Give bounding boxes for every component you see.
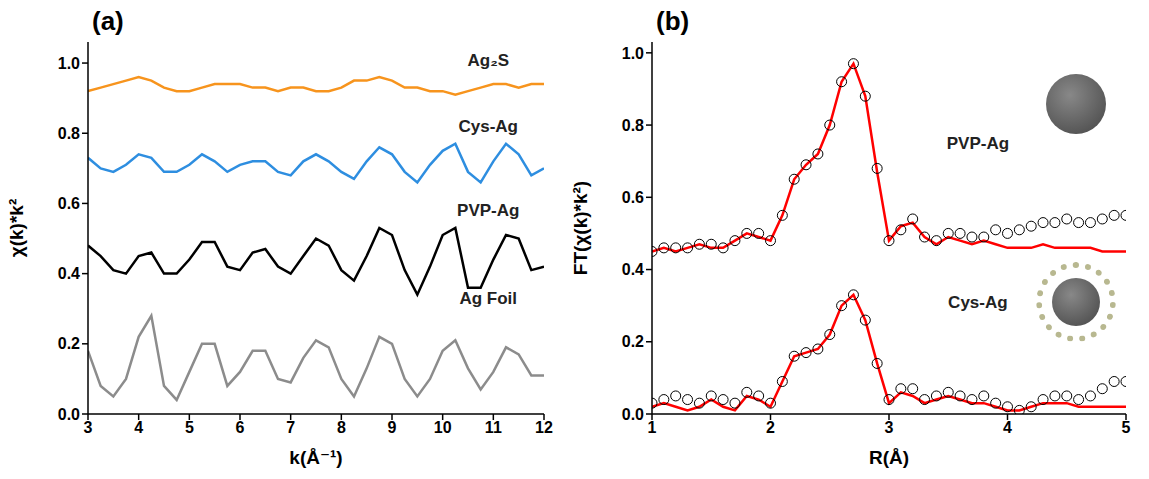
svg-text:4: 4	[1003, 419, 1012, 436]
svg-text:Ag₂S: Ag₂S	[467, 51, 509, 70]
svg-text:3: 3	[885, 419, 894, 436]
svg-text:10: 10	[434, 419, 452, 436]
svg-text:1: 1	[648, 419, 657, 436]
svg-text:0.0: 0.0	[622, 406, 644, 423]
svg-text:6: 6	[236, 419, 245, 436]
svg-text:0.4: 0.4	[58, 265, 80, 282]
svg-text:k(Å⁻¹): k(Å⁻¹)	[289, 447, 342, 468]
svg-text:3: 3	[84, 419, 93, 436]
svg-text:5: 5	[185, 419, 194, 436]
svg-text:PVP-Ag: PVP-Ag	[947, 134, 1009, 153]
svg-text:9: 9	[388, 419, 397, 436]
svg-text:Ag Foil: Ag Foil	[459, 289, 517, 308]
svg-text:2: 2	[766, 419, 775, 436]
svg-text:7: 7	[286, 419, 295, 436]
svg-text:χ(k)*k²: χ(k)*k²	[6, 199, 27, 257]
svg-text:0.0: 0.0	[58, 406, 80, 423]
svg-text:0.6: 0.6	[58, 195, 80, 212]
html-text:(a): (a)	[92, 6, 124, 36]
svg-text:8: 8	[337, 419, 346, 436]
html-text:(b): (b)	[656, 6, 690, 36]
svg-text:PVP-Ag: PVP-Ag	[457, 201, 519, 220]
svg-text:0.2: 0.2	[58, 335, 80, 352]
svg-text:Cys-Ag: Cys-Ag	[948, 293, 1008, 312]
svg-text:0.8: 0.8	[58, 125, 80, 142]
svg-text:Cys-Ag: Cys-Ag	[459, 117, 519, 136]
svg-text:1.0: 1.0	[58, 55, 80, 72]
svg-text:0.8: 0.8	[622, 117, 644, 134]
svg-text:FT(χ(k)*k²): FT(χ(k)*k²)	[570, 181, 591, 275]
svg-text:0.2: 0.2	[622, 333, 644, 350]
svg-text:5: 5	[1122, 419, 1131, 436]
svg-text:4: 4	[134, 419, 143, 436]
svg-text:11: 11	[485, 419, 502, 436]
svg-text:12: 12	[535, 419, 553, 436]
svg-text:0.6: 0.6	[622, 189, 644, 206]
svg-text:0.4: 0.4	[622, 261, 644, 278]
svg-text:1.0: 1.0	[622, 45, 644, 62]
svg-text:R(Å): R(Å)	[869, 447, 909, 468]
